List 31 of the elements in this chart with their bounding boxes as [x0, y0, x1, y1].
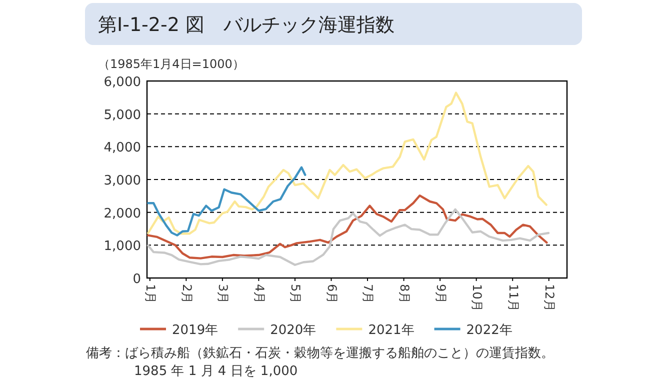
x-tick-label: 1月: [144, 284, 158, 304]
chart-title: 第Ⅰ-1-2-2 図 バルチック海運指数: [98, 14, 394, 36]
x-tick-label: 5月: [288, 284, 303, 304]
legend-label: 2021年: [368, 323, 414, 338]
legend-label: 2020年: [270, 323, 316, 338]
x-tick-label: 11月: [506, 284, 520, 312]
y-tick-label: 1,000: [104, 239, 141, 254]
x-tick-label: 9月: [434, 284, 448, 304]
x-tick-label: 12月: [542, 284, 557, 312]
x-tick-label: 10月: [470, 284, 484, 312]
line-series: [146, 92, 548, 235]
text: 備考：ばら積み船（鉄鉱石・石炭・穀物等を運搬する船舶のこと）の運賃指数。: [86, 346, 554, 361]
line-series: [146, 194, 548, 260]
y-tick-label: 0: [132, 272, 141, 287]
x-tick-label: 7月: [361, 284, 376, 304]
x-tick-label: 4月: [252, 284, 266, 304]
y-tick-label: 6,000: [104, 75, 141, 90]
x-tick-label: 8月: [398, 284, 412, 304]
y-tick-label: 2,000: [104, 206, 141, 222]
x-tick-label: 2月: [180, 284, 194, 304]
line-series: [146, 166, 306, 236]
x-tick-label: 6月: [324, 284, 339, 304]
y-tick-label: 5,000: [104, 108, 141, 123]
y-tick-label: 3,000: [104, 174, 141, 188]
y-tick-label: 4,000: [104, 140, 141, 156]
y-axis-title: （1985年1月4日=1000）: [98, 57, 244, 71]
line-series: [146, 208, 550, 266]
legend-label: 2022年: [466, 323, 512, 338]
legend-label: 2019年: [172, 323, 218, 338]
x-tick-label: 3月: [216, 284, 230, 304]
text: 1985 年 1 月 4 日を 1,000: [134, 364, 298, 379]
